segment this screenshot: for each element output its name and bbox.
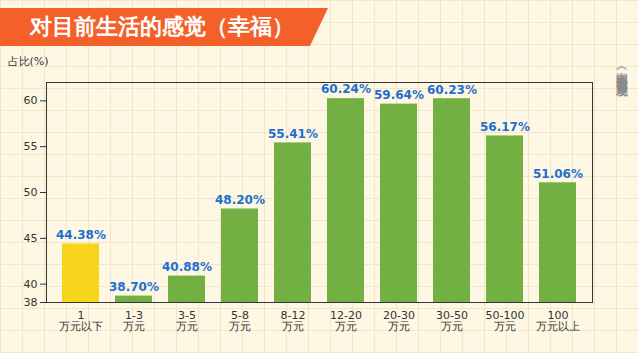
svg-text:30-50万元: 30-50万元 <box>436 309 468 333</box>
svg-text:55: 55 <box>24 140 38 153</box>
svg-text:40.88%: 40.88% <box>162 260 212 274</box>
svg-text:1万元以下: 1万元以下 <box>59 309 103 333</box>
svg-text:60: 60 <box>24 94 38 107</box>
svg-text:50-100万元: 50-100万元 <box>486 309 525 333</box>
svg-text:100万元以上: 100万元以上 <box>536 309 580 333</box>
svg-text:12-20万元: 12-20万元 <box>330 309 362 333</box>
svg-text:1-3万元: 1-3万元 <box>123 309 145 333</box>
svg-text:44.38%: 44.38% <box>56 228 106 242</box>
svg-text:45: 45 <box>24 232 38 245</box>
svg-text:48.20%: 48.20% <box>215 193 265 207</box>
svg-text:60.24%: 60.24% <box>321 82 371 96</box>
svg-text:8-12万元: 8-12万元 <box>281 309 306 333</box>
svg-text:3-5万元: 3-5万元 <box>176 309 198 333</box>
svg-text:51.06%: 51.06% <box>533 167 583 181</box>
svg-text:59.64%: 59.64% <box>374 88 424 102</box>
svg-text:50: 50 <box>24 186 38 199</box>
svg-text:5-8万元: 5-8万元 <box>229 309 251 333</box>
svg-text:38: 38 <box>24 296 38 309</box>
svg-text:55.41%: 55.41% <box>268 127 318 141</box>
svg-text:38.70%: 38.70% <box>109 280 159 294</box>
html-text:《中国美好生活大调查》最新发现: 《中国美好生活大调查》最新发现 <box>615 62 629 77</box>
svg-text:60.23%: 60.23% <box>427 83 477 97</box>
svg-text:40: 40 <box>24 278 38 291</box>
svg-text:占比(%): 占比(%) <box>8 55 49 68</box>
svg-text:56.17%: 56.17% <box>480 120 530 134</box>
svg-text:20-30万元: 20-30万元 <box>383 309 415 333</box>
html-text:对目前生活的感觉（幸福）: 对目前生活的感觉（幸福） <box>30 14 294 39</box>
